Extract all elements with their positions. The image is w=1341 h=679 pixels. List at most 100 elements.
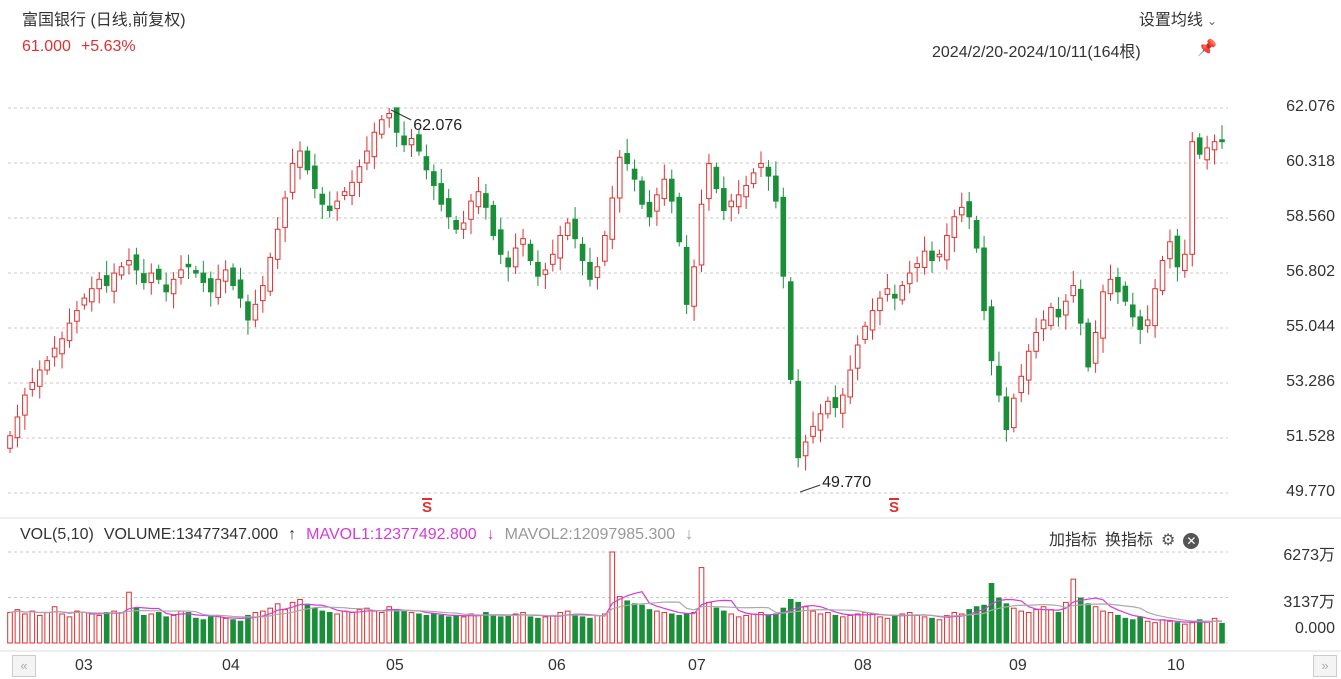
candle-body xyxy=(958,206,965,216)
candle-body xyxy=(36,369,43,387)
candle-body xyxy=(1152,288,1158,327)
volume-bar xyxy=(185,612,192,644)
chevron-down-icon: ⌄ xyxy=(1206,14,1217,28)
volume-bar xyxy=(111,610,117,644)
close-icon[interactable]: ✕ xyxy=(1183,533,1200,549)
volume-bar xyxy=(1152,622,1158,644)
volume-bar xyxy=(958,613,965,644)
volume-bar xyxy=(245,614,251,644)
volume-bar xyxy=(133,607,140,644)
volume-bar xyxy=(1182,623,1188,644)
candle-body xyxy=(326,205,333,211)
volume-bar xyxy=(527,616,534,644)
candle-body xyxy=(170,278,177,295)
candle-body xyxy=(847,369,854,398)
candle-body xyxy=(832,397,839,409)
volume-bar xyxy=(252,612,259,644)
volume-bar xyxy=(661,612,668,644)
switch-indicator-button[interactable]: 换指标 xyxy=(1105,532,1154,549)
volume-legend: VOL(5,10) VOLUME:13477347.000 ↑ MAVOL1:1237… xyxy=(20,526,703,544)
volume-bar xyxy=(393,609,400,644)
candle-body xyxy=(624,153,630,165)
candle-body xyxy=(401,135,407,146)
candle-body xyxy=(787,281,794,380)
candle-body xyxy=(260,285,266,302)
pin-icon[interactable]: 📌 xyxy=(1197,40,1217,57)
price-tick-label: 51.528 xyxy=(1286,428,1335,445)
candle-body xyxy=(810,425,816,437)
candle-body xyxy=(1174,235,1181,268)
volume-bar xyxy=(1219,622,1225,644)
candle-body xyxy=(706,163,712,200)
volume-bar xyxy=(230,619,236,644)
candle-body xyxy=(200,272,207,283)
candle-body xyxy=(445,198,452,218)
volume-axis-zero: 0.000 xyxy=(1294,620,1335,637)
volume-bar xyxy=(862,612,868,644)
candle-body xyxy=(579,243,586,262)
volume-bar xyxy=(683,613,690,644)
volume-bar xyxy=(512,613,519,644)
candle-body xyxy=(178,269,184,278)
signal-mark: S xyxy=(422,499,432,516)
candle-body xyxy=(297,150,303,168)
volume-bar xyxy=(148,613,155,644)
volume-bar xyxy=(96,614,103,644)
volume-bar xyxy=(639,604,645,644)
volume-bar xyxy=(854,613,861,644)
candle-body xyxy=(572,218,578,240)
candle-body xyxy=(1159,260,1166,292)
candle-body xyxy=(1167,241,1173,260)
scroll-left-button[interactable]: « xyxy=(12,655,36,677)
scroll-right-button[interactable]: » xyxy=(1313,655,1337,677)
volume-bar xyxy=(676,614,683,644)
volume-bar xyxy=(1174,622,1181,644)
candle-body xyxy=(1182,253,1188,272)
gear-icon[interactable]: ⚙ xyxy=(1161,532,1176,549)
volume-bar xyxy=(951,612,958,644)
candle-body xyxy=(698,203,705,266)
min-arrow xyxy=(800,484,821,493)
price-change: +5.63% xyxy=(80,38,136,55)
volume-bar xyxy=(170,614,177,644)
mavol2-arrow: ↓ xyxy=(685,526,694,543)
volume-bar xyxy=(899,613,906,644)
time-tick-label: 06 xyxy=(548,657,566,674)
volume-bar xyxy=(981,604,987,644)
volume-bar xyxy=(51,606,58,644)
candle-body xyxy=(944,235,950,261)
volume-bar xyxy=(706,601,712,644)
volume-bar xyxy=(631,603,638,644)
volume-bar xyxy=(267,607,274,644)
volume-bar xyxy=(423,614,430,644)
candle-body xyxy=(252,303,259,321)
set-ma-button[interactable]: 设置均线 ⌄ xyxy=(1139,6,1217,30)
candle-body xyxy=(96,278,103,290)
candle-body xyxy=(1196,137,1203,155)
volume-value: VOLUME:13477347.000 xyxy=(103,526,279,543)
add-indicator-button[interactable]: 加指标 xyxy=(1049,532,1098,549)
volume-bar xyxy=(200,619,207,644)
candle-body xyxy=(1070,285,1077,297)
candle-body xyxy=(542,269,549,275)
candle-body xyxy=(1085,322,1091,368)
candle-body xyxy=(520,238,526,245)
volume-bar xyxy=(765,614,772,644)
candle-body xyxy=(1010,397,1017,429)
candle-body xyxy=(1048,306,1054,327)
volume-indicator-name: VOL(5,10) xyxy=(20,526,94,543)
candle-body xyxy=(527,243,534,262)
candle-body xyxy=(1018,375,1025,394)
candle-body xyxy=(81,297,88,306)
candle-body xyxy=(207,278,214,293)
volume-bar xyxy=(936,619,943,644)
candle-body xyxy=(44,360,50,371)
volume-bar xyxy=(966,609,972,644)
candle-body xyxy=(155,268,162,280)
candle-body xyxy=(780,196,787,277)
candle-body xyxy=(1122,285,1129,302)
volume-bar xyxy=(750,613,757,644)
volume-bar xyxy=(572,614,578,644)
volume-bar xyxy=(616,596,623,644)
candle-body xyxy=(892,293,898,299)
